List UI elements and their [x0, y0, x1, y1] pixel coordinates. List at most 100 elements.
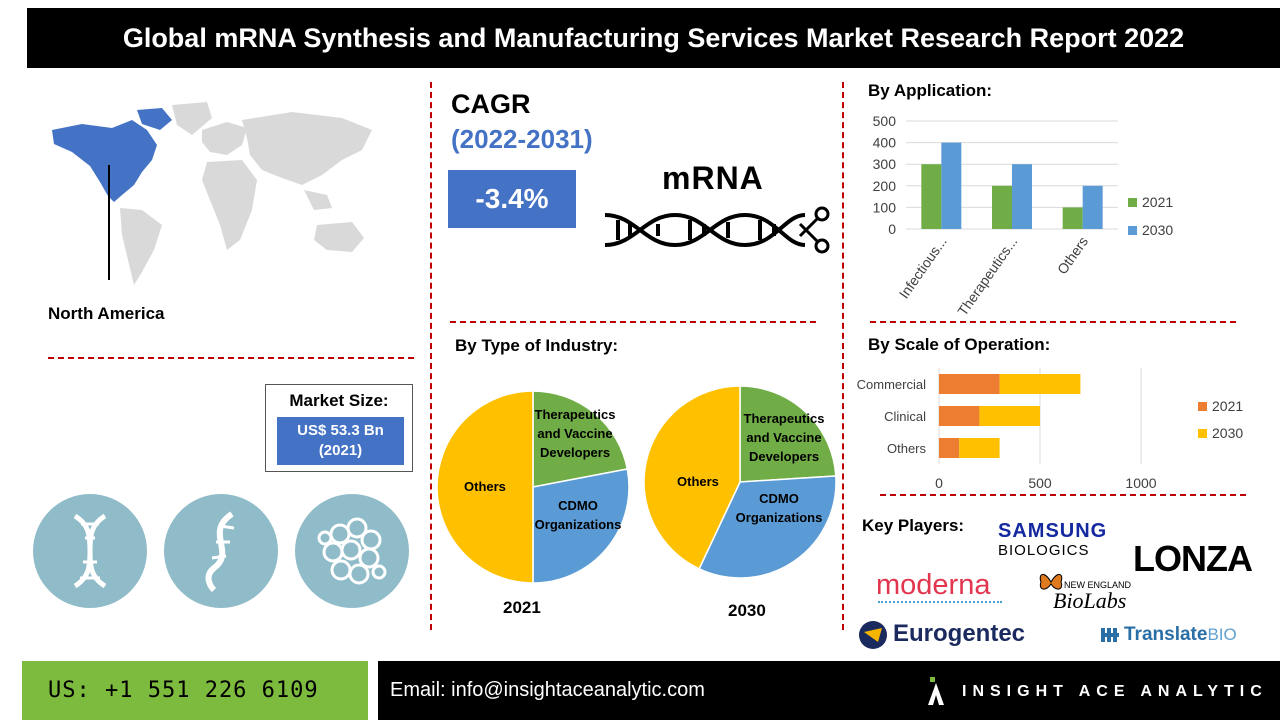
- pie-slice-cdmo-organizations: [532, 468, 630, 584]
- market-size-year: (2021): [318, 442, 363, 459]
- pie-slice-cdmo-organizations: [698, 475, 837, 579]
- divider-application: [870, 321, 1236, 323]
- lonza-logo: LONZA: [1133, 538, 1253, 579]
- divider-left: [430, 82, 432, 630]
- pie-2021-label-others: Others: [464, 479, 506, 494]
- moderna-logo-underline: [878, 601, 1002, 603]
- market-size-value: US$ 53.3 Bn (2021): [277, 417, 404, 465]
- application-title: By Application:: [868, 81, 993, 100]
- pie-2030-year: 2030: [728, 601, 766, 620]
- bar-2021-1: [992, 185, 1012, 229]
- bar-2021-clinical: [939, 406, 980, 426]
- legend-swatch-2030: [1198, 429, 1207, 438]
- pie-slice-others: [643, 385, 741, 570]
- y-tick-label: 300: [873, 156, 897, 172]
- pie-2021-label-cdmo: CDMO Organizations: [530, 496, 626, 534]
- rna-strand-icon: [164, 494, 278, 608]
- legend-swatch-2021: [1128, 198, 1137, 207]
- market-size-card: Market Size: US$ 53.3 Bn (2021): [265, 384, 413, 472]
- y-tick-label: Commercial: [857, 377, 926, 392]
- mrna-label: mRNA: [662, 160, 764, 196]
- bar-2030-2: [1082, 185, 1103, 229]
- scale-bar-chart: 0 500 1000 Commercial Clinical Others 2021 2030: [857, 368, 1243, 491]
- report-title: Global mRNA Synthesis and Manufacturing …: [27, 8, 1280, 68]
- footer-bar: Email: info@insightaceanalytic.com INSIG…: [378, 661, 1280, 720]
- y-tick-label: Others: [887, 441, 927, 456]
- scissors-icon: [798, 206, 830, 254]
- translate-bio-icon: [1101, 628, 1119, 642]
- x-tick-label: Infectious...: [896, 234, 950, 302]
- pie-2030-label-therapeutics: Therapeutics and Vaccine Developers: [737, 409, 831, 466]
- bar-2021-2: [1062, 207, 1083, 229]
- north-america-region: [52, 120, 157, 202]
- divider-scale: [880, 494, 1246, 496]
- pie-2030-therapeutics-line2: and Vaccine: [746, 430, 822, 445]
- key-players-title: Key Players:: [862, 516, 965, 535]
- pie-2030-therapeutics-line3: Developers: [748, 449, 820, 464]
- pie-2021-year: 2021: [503, 598, 541, 617]
- samsung-logo-line2: BIOLOGICS: [998, 542, 1090, 559]
- footer-email[interactable]: Email: info@insightaceanalytic.com: [390, 679, 705, 701]
- pie-2021-cdmo-line1: CDMO: [558, 498, 598, 513]
- y-tick-label: 500: [873, 113, 897, 129]
- world-map: [52, 102, 372, 285]
- moderna-logo: moderna: [876, 569, 991, 601]
- pie-2030-cdmo-line2: Organizations: [735, 510, 823, 525]
- pie-2021-therapeutics-line1: Therapeutics: [534, 407, 616, 422]
- pie-2030-cdmo-line1: CDMO: [759, 491, 799, 506]
- eurogentec-icon: [859, 621, 887, 649]
- x-tick-label: 500: [1028, 475, 1052, 491]
- industry-title: By Type of Industry:: [455, 336, 619, 355]
- y-tick-label: 200: [873, 178, 897, 194]
- samsung-logo-line1: SAMSUNG: [998, 520, 1108, 542]
- application-bar-chart: 0 100 200 300 400 500 Infectious... Therapeutic…: [873, 113, 1174, 318]
- footer-phone: US: +1 551 226 6109: [22, 661, 368, 720]
- footer-brand: INSIGHT ACE ANALYTIC: [962, 683, 1268, 700]
- pie-2030-label-others: Others: [677, 474, 719, 489]
- translate-bio-main: Translate: [1124, 624, 1208, 645]
- pie-chart-2030: [643, 385, 837, 579]
- translate-bio-suffix: BIO: [1207, 625, 1237, 644]
- y-tick-label: 400: [873, 135, 897, 151]
- bar-2030-0: [941, 142, 962, 229]
- legend-label-2030: 2030: [1212, 425, 1243, 441]
- bar-2030-1: [1012, 164, 1032, 229]
- pie-2030-label-cdmo: CDMO Organizations: [731, 489, 827, 527]
- region-pointer: [108, 165, 110, 280]
- mrna-strand-icon: [604, 206, 830, 254]
- pie-slice-therapeutics-and-vaccine-developers: [532, 390, 629, 488]
- cagr-period: (2022-2031): [451, 124, 593, 154]
- legend-label-2021: 2021: [1212, 398, 1243, 414]
- legend-swatch-2021: [1198, 402, 1207, 411]
- legend-label-2021: 2021: [1142, 194, 1173, 210]
- dna-helix-icon: [33, 494, 147, 608]
- divider-region: [48, 357, 414, 359]
- legend-swatch-2030: [1128, 226, 1137, 235]
- scale-title: By Scale of Operation:: [868, 335, 1051, 354]
- pie-2021-cdmo-line2: Organizations: [534, 517, 622, 532]
- region-label: North America: [48, 304, 165, 323]
- y-tick-label: 0: [888, 221, 896, 237]
- bar-2030-others: [959, 438, 1000, 458]
- x-tick-label: 0: [935, 475, 943, 491]
- bar-2021-commercial: [939, 374, 1000, 394]
- divider-right: [842, 82, 844, 630]
- cagr-title: CAGR: [451, 89, 531, 119]
- pie-slice-therapeutics-and-vaccine-developers: [739, 385, 837, 483]
- butterfly-icon: [1039, 574, 1063, 590]
- bar-2021-0: [921, 164, 942, 229]
- pie-slice-others: [436, 390, 534, 584]
- cagr-value: -3.4%: [448, 170, 576, 228]
- protein-molecule-icon: [295, 494, 409, 608]
- bar-2030-commercial: [999, 374, 1081, 394]
- x-tick-label: Others: [1054, 234, 1091, 278]
- neb-logo-line2: BioLabs: [1053, 588, 1127, 613]
- pie-2021-therapeutics-line3: Developers: [539, 445, 611, 460]
- y-tick-label: 100: [873, 199, 897, 215]
- divider-cagr: [450, 321, 816, 323]
- pie-chart-2021: [436, 390, 630, 584]
- market-size-amount: US$ 53.3 Bn: [297, 422, 384, 439]
- bar-2021-others: [939, 438, 960, 458]
- x-tick-label: 1000: [1125, 475, 1156, 491]
- insight-ace-logo-icon: [928, 677, 944, 705]
